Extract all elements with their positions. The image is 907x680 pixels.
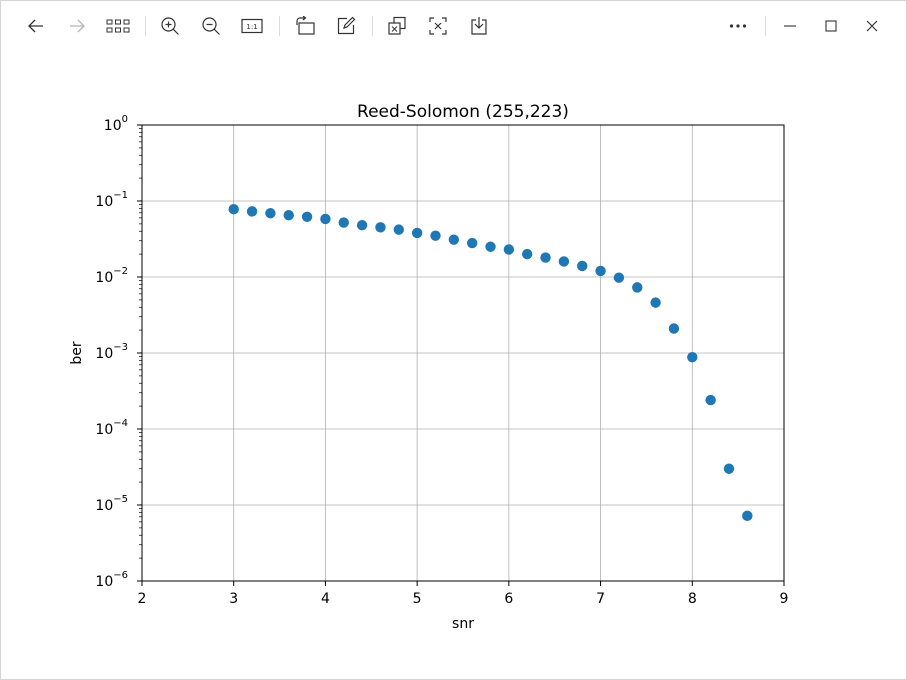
zoom-out-button[interactable]: [195, 10, 227, 42]
maximize-button[interactable]: [815, 10, 847, 42]
copy-button[interactable]: [381, 10, 413, 42]
save-button[interactable]: [463, 10, 495, 42]
forward-button[interactable]: [61, 10, 93, 42]
arrow-left-icon: [28, 19, 43, 33]
maximize-icon: [825, 20, 837, 32]
gallery-button[interactable]: [102, 10, 134, 42]
more-icon: [729, 24, 747, 28]
back-button[interactable]: [20, 10, 52, 42]
zoom-out-icon: [202, 17, 220, 35]
actual-size-button[interactable]: 1:1: [236, 10, 268, 42]
close-icon: [866, 20, 878, 32]
edit-button[interactable]: [330, 10, 362, 42]
crop-button[interactable]: [422, 10, 454, 42]
svg-text:1:1: 1:1: [246, 23, 257, 31]
minimize-button[interactable]: [774, 10, 806, 42]
zoom-in-icon: [161, 17, 179, 35]
toolbar: 1:1: [1, 1, 906, 51]
edit-icon: [337, 16, 356, 35]
close-button[interactable]: [856, 10, 888, 42]
copy-icon: [388, 16, 406, 35]
toolbar-divider: [145, 16, 146, 36]
minimize-icon: [784, 25, 796, 27]
save-icon: [471, 17, 487, 35]
crop-icon: [429, 17, 447, 35]
rotate-icon: [296, 16, 315, 35]
actual-size-icon: 1:1: [241, 18, 263, 34]
zoom-in-button[interactable]: [154, 10, 186, 42]
grid-icon: [106, 19, 130, 33]
toolbar-divider: [279, 16, 280, 36]
more-button[interactable]: [722, 10, 754, 42]
toolbar-divider: [372, 16, 373, 36]
rotate-button[interactable]: [289, 10, 321, 42]
arrow-right-icon: [70, 19, 85, 33]
toolbar-divider: [765, 16, 766, 36]
